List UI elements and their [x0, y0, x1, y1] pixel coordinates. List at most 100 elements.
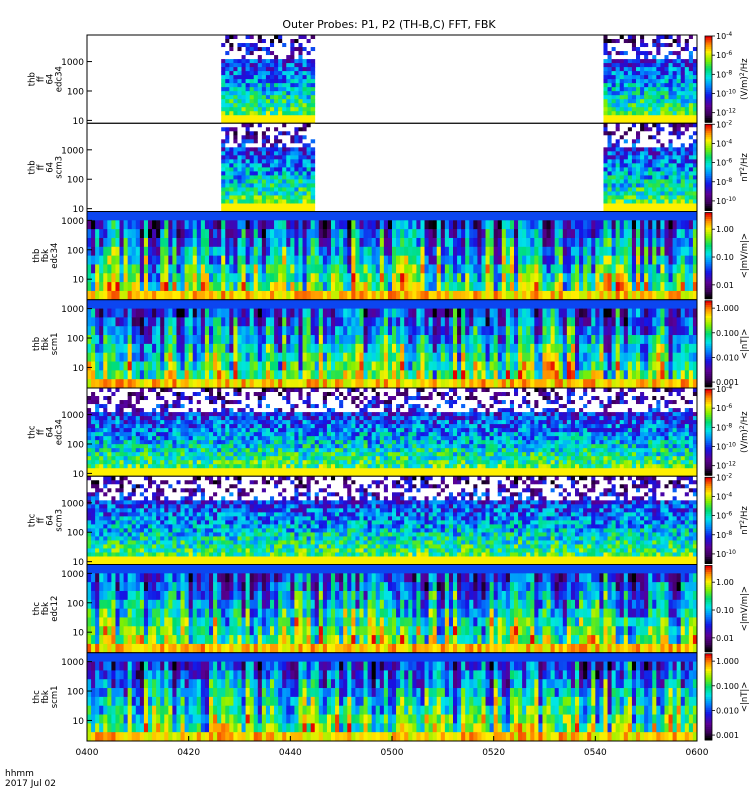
spectrogram-cell [249, 229, 255, 239]
spectrogram-cell [631, 51, 637, 56]
spectrogram-cell [229, 220, 234, 230]
spectrogram-cell [168, 379, 173, 389]
spectrogram-cell [607, 246, 612, 257]
spectrogram-cell [213, 308, 218, 318]
spectrogram-cell [501, 343, 507, 354]
spectrogram-cell [619, 147, 625, 152]
spectrogram-cell [326, 317, 332, 327]
spectrogram-cell [156, 211, 161, 221]
spectrogram-cell [623, 203, 629, 208]
spectrogram-cell [660, 127, 665, 132]
spectrogram-cell [257, 335, 263, 345]
spectrogram-cell [664, 71, 669, 76]
spectrogram-cell [579, 264, 584, 274]
spectrogram-cell [440, 255, 446, 265]
spectrogram-cell [294, 370, 299, 380]
spectrogram-cell [640, 273, 645, 283]
spectrogram-cell [603, 167, 608, 172]
spectrogram-cell [351, 370, 356, 380]
spectrogram-cell [615, 155, 621, 160]
spectrogram-cell [302, 63, 307, 68]
spectrogram-cell [225, 91, 230, 96]
spectrogram-cell [522, 299, 527, 309]
spectrogram-cell [270, 370, 275, 380]
spectrogram-cell [249, 179, 255, 184]
spectrogram-cell [249, 308, 255, 318]
spectrogram-cell [631, 139, 637, 144]
spectrogram-cell [591, 370, 596, 380]
spectrogram-cell [367, 299, 373, 309]
spectrogram-cell [672, 35, 678, 40]
spectrogram-cell [534, 379, 539, 389]
spectrogram-cell [363, 255, 368, 265]
spectrogram-cell [335, 246, 340, 257]
spectrogram-cell [168, 237, 173, 248]
spectrogram-cell [229, 55, 234, 60]
spectrogram-cell [237, 75, 242, 80]
spectrogram-cell [278, 343, 283, 354]
spectrogram-cell [241, 135, 246, 140]
spectrogram-cell [631, 167, 637, 172]
spectrogram-cell [99, 246, 104, 257]
spectrogram-cell [400, 317, 405, 327]
spectrogram-cell [436, 246, 442, 257]
spectrogram-cell [123, 352, 129, 362]
spectrogram-cell [501, 282, 507, 292]
colorbar-step [705, 180, 712, 183]
spectrogram-cell [152, 246, 157, 257]
spectrogram-cell [343, 282, 348, 292]
spectrogram-cell [270, 211, 275, 221]
colorbar-step [705, 195, 712, 199]
spectrogram-cell [188, 326, 194, 336]
spectrogram-cell [261, 264, 267, 274]
spectrogram-cell [265, 335, 271, 345]
spectrogram-cell [261, 317, 267, 327]
spectrogram-cell [306, 51, 312, 56]
spectrogram-cell [192, 308, 198, 318]
spectrogram-cell [562, 237, 568, 248]
spectrogram-cell [428, 255, 434, 265]
spectrogram-cell [217, 264, 222, 274]
spectrogram-cell [615, 99, 621, 104]
spectrogram-cell [225, 71, 230, 76]
spectrogram-cell [339, 379, 344, 389]
spectrogram-cell [176, 317, 181, 327]
spectrogram-cell [249, 326, 255, 336]
spectrogram-cell [404, 264, 409, 274]
spectrogram-cell [143, 326, 149, 336]
spectrogram-cell [257, 199, 263, 204]
spectrogram-cell [363, 335, 368, 345]
spectrogram-cell [294, 67, 299, 72]
spectrogram-cell [607, 71, 612, 76]
spectrogram-cell [636, 95, 641, 100]
spectrogram-cell [261, 87, 267, 92]
colorbar-step [705, 242, 712, 246]
spectrogram-cell [245, 123, 251, 128]
spectrogram-cell [644, 91, 649, 96]
spectrogram-cell [570, 255, 576, 265]
spectrogram-cell [648, 103, 653, 108]
spectrogram-cell [363, 237, 368, 248]
spectrogram-cell [298, 167, 303, 172]
spectrogram-cell [640, 123, 645, 128]
spectrogram-cell [249, 39, 255, 44]
spectrogram-cell [229, 211, 234, 221]
colorbar-tick-label: 0.10 [716, 253, 734, 262]
spectrogram-cell [107, 264, 112, 274]
spectrogram-cell [668, 91, 673, 96]
spectrogram-cell [627, 131, 633, 136]
spectrogram-cell [261, 51, 267, 56]
spectrogram-cell [265, 107, 271, 112]
spectrogram-cell [249, 115, 255, 120]
spectrogram-cell [213, 237, 218, 248]
spectrogram-cell [477, 273, 482, 283]
spectrogram-cell [387, 290, 393, 301]
colorbar-step [705, 96, 712, 100]
spectrogram-cell [607, 87, 612, 92]
spectrogram-cell [282, 229, 287, 239]
spectrogram-cell [623, 199, 629, 204]
spectrogram-cell [676, 47, 682, 52]
spectrogram-cell [367, 361, 373, 371]
spectrogram-cell [294, 135, 299, 140]
spectrogram-cell [656, 115, 661, 120]
